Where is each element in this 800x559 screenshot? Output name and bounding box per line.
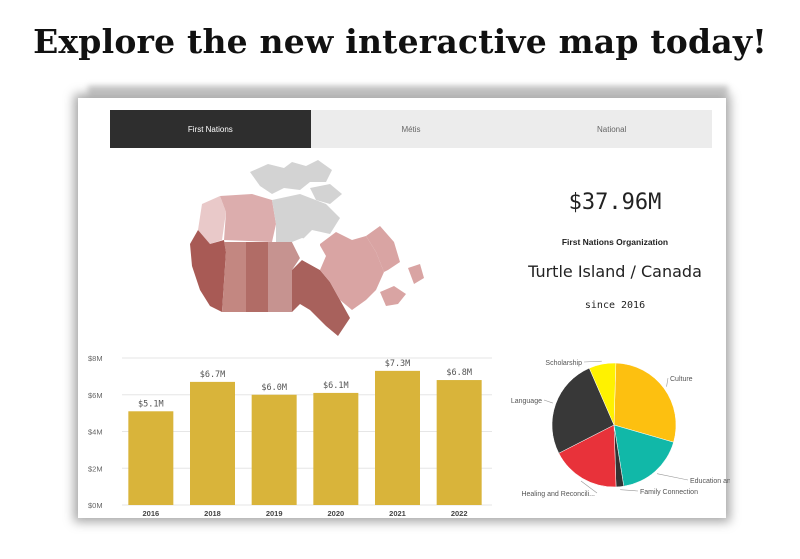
pie-label: Education and...	[690, 478, 730, 485]
bar[interactable]	[251, 394, 297, 505]
bar[interactable]	[128, 411, 174, 505]
bar-data-label: $6.8M	[446, 368, 472, 378]
canada-map[interactable]	[180, 160, 430, 350]
x-tick-label: 2022	[451, 509, 468, 518]
kpi-total-value: $37.96M	[568, 190, 662, 215]
pie-leader-line	[656, 473, 689, 481]
map-region-bc[interactable]	[190, 230, 226, 312]
pie-leader-line	[620, 489, 639, 492]
pie-leader-line	[580, 480, 598, 494]
y-tick-label: $2M	[88, 464, 103, 473]
pie-slice[interactable]	[558, 424, 617, 488]
y-tick-label: $4M	[88, 428, 103, 437]
pie-slice[interactable]	[613, 362, 677, 443]
headline: Explore the new interactive map today!	[33, 22, 767, 61]
bar-data-label: $6.0M	[261, 383, 287, 393]
map-region-nwt[interactable]	[220, 194, 276, 242]
tab-metis[interactable]: Métis	[401, 124, 421, 134]
tab-first-nations[interactable]: First Nations	[110, 110, 311, 148]
kpi-organization: First Nations Organization	[561, 237, 669, 247]
map-hudson-bay	[292, 238, 326, 270]
kpi-since: since 2016	[584, 300, 646, 311]
map-region-newfoundland[interactable]	[408, 264, 424, 284]
funding-bar-chart: $0M $2M $4M $6M $8M $5.1M 2016 $6.7M 2018 $6.0M 20…	[88, 354, 492, 518]
bar-data-label: $6.7M	[200, 370, 226, 380]
x-tick-label: 2020	[327, 509, 344, 518]
tab-bar: First Nations Métis National	[110, 110, 712, 148]
map-region-maritimes[interactable]	[380, 286, 406, 306]
y-tick-label: $8M	[88, 354, 103, 363]
pie-leader-line	[543, 399, 553, 404]
bar[interactable]	[436, 380, 482, 505]
pie-slice[interactable]	[588, 362, 617, 426]
x-tick-label: 2019	[266, 509, 283, 518]
map-region-saskatchewan[interactable]	[246, 242, 268, 312]
bar-data-label: $7.3M	[385, 359, 411, 369]
bar[interactable]	[190, 381, 235, 505]
kpi-region: Turtle Island / Canada	[528, 262, 702, 281]
map-region-labrador[interactable]	[366, 226, 400, 272]
tab-national[interactable]: National	[597, 124, 627, 134]
map-region-quebec[interactable]	[320, 232, 384, 310]
category-pie-chart: Culture Education and... Family Connection…	[511, 360, 730, 498]
y-tick-label: $0M	[88, 501, 103, 510]
x-tick-label: 2016	[142, 509, 159, 518]
map-region-nunavut[interactable]	[272, 194, 340, 242]
pie-label: Culture	[670, 376, 693, 383]
y-tick-label: $6M	[88, 391, 103, 400]
pie-label: Family Connection	[640, 489, 698, 496]
pie-slice[interactable]	[613, 424, 674, 487]
pie-leader-line	[583, 360, 602, 363]
pie-label: Healing and Reconcili...	[521, 491, 595, 498]
map-region-ontario[interactable]	[292, 260, 350, 336]
bar-data-label: $6.1M	[323, 381, 349, 391]
bar-data-label: $5.1M	[138, 399, 164, 409]
pie-label: Scholarship	[545, 360, 582, 367]
map-arctic-islands-2[interactable]	[310, 184, 342, 204]
map-arctic-islands[interactable]	[250, 160, 332, 194]
pie-leader-line	[666, 377, 669, 387]
pie-label: Language	[511, 398, 542, 405]
bar[interactable]	[375, 370, 420, 505]
map-region-alberta[interactable]	[222, 242, 246, 312]
bar[interactable]	[313, 392, 359, 505]
card-shadow	[88, 86, 728, 100]
x-tick-label: 2018	[204, 509, 221, 518]
x-tick-label: 2021	[389, 509, 406, 518]
map-region-yukon[interactable]	[198, 196, 226, 244]
